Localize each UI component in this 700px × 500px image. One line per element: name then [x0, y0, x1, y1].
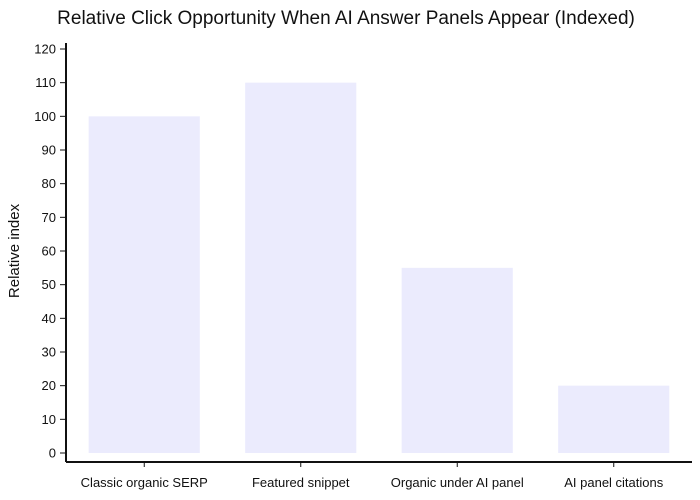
x-tick-label-1: Featured snippet [252, 475, 350, 490]
y-tick-label-4: 40 [42, 311, 56, 326]
x-tick-label-3: AI panel citations [564, 475, 664, 490]
bar-0 [88, 116, 200, 453]
y-tick-label-6: 60 [42, 244, 56, 259]
y-tick-label-9: 90 [42, 143, 56, 158]
bar-3 [558, 385, 670, 453]
chart-title: Relative Click Opportunity When AI Answe… [57, 8, 635, 29]
y-tick-label-3: 30 [42, 345, 56, 360]
y-tick-label-10: 100 [34, 109, 56, 124]
y-tick-label-5: 50 [42, 277, 56, 292]
y-tick-label-8: 80 [42, 176, 56, 191]
y-tick-label-1: 10 [42, 412, 56, 427]
y-tick-label-7: 70 [42, 210, 56, 225]
y-tick-label-12: 120 [34, 42, 56, 57]
y-tick-label-0: 0 [49, 446, 56, 461]
y-tick-label-11: 110 [35, 75, 56, 90]
y-tick-label-2: 20 [42, 378, 56, 393]
y-axis-title: Relative index [6, 203, 23, 298]
bar-1 [245, 82, 357, 454]
bars-layer [88, 82, 670, 454]
bar-2 [401, 267, 513, 453]
axes-layer: Classic organic SERP Featured snippet Orga… [34, 42, 692, 490]
x-tick-label-2: Organic under AI panel [391, 475, 524, 490]
x-tick-label-0: Classic organic SERP [81, 475, 208, 490]
